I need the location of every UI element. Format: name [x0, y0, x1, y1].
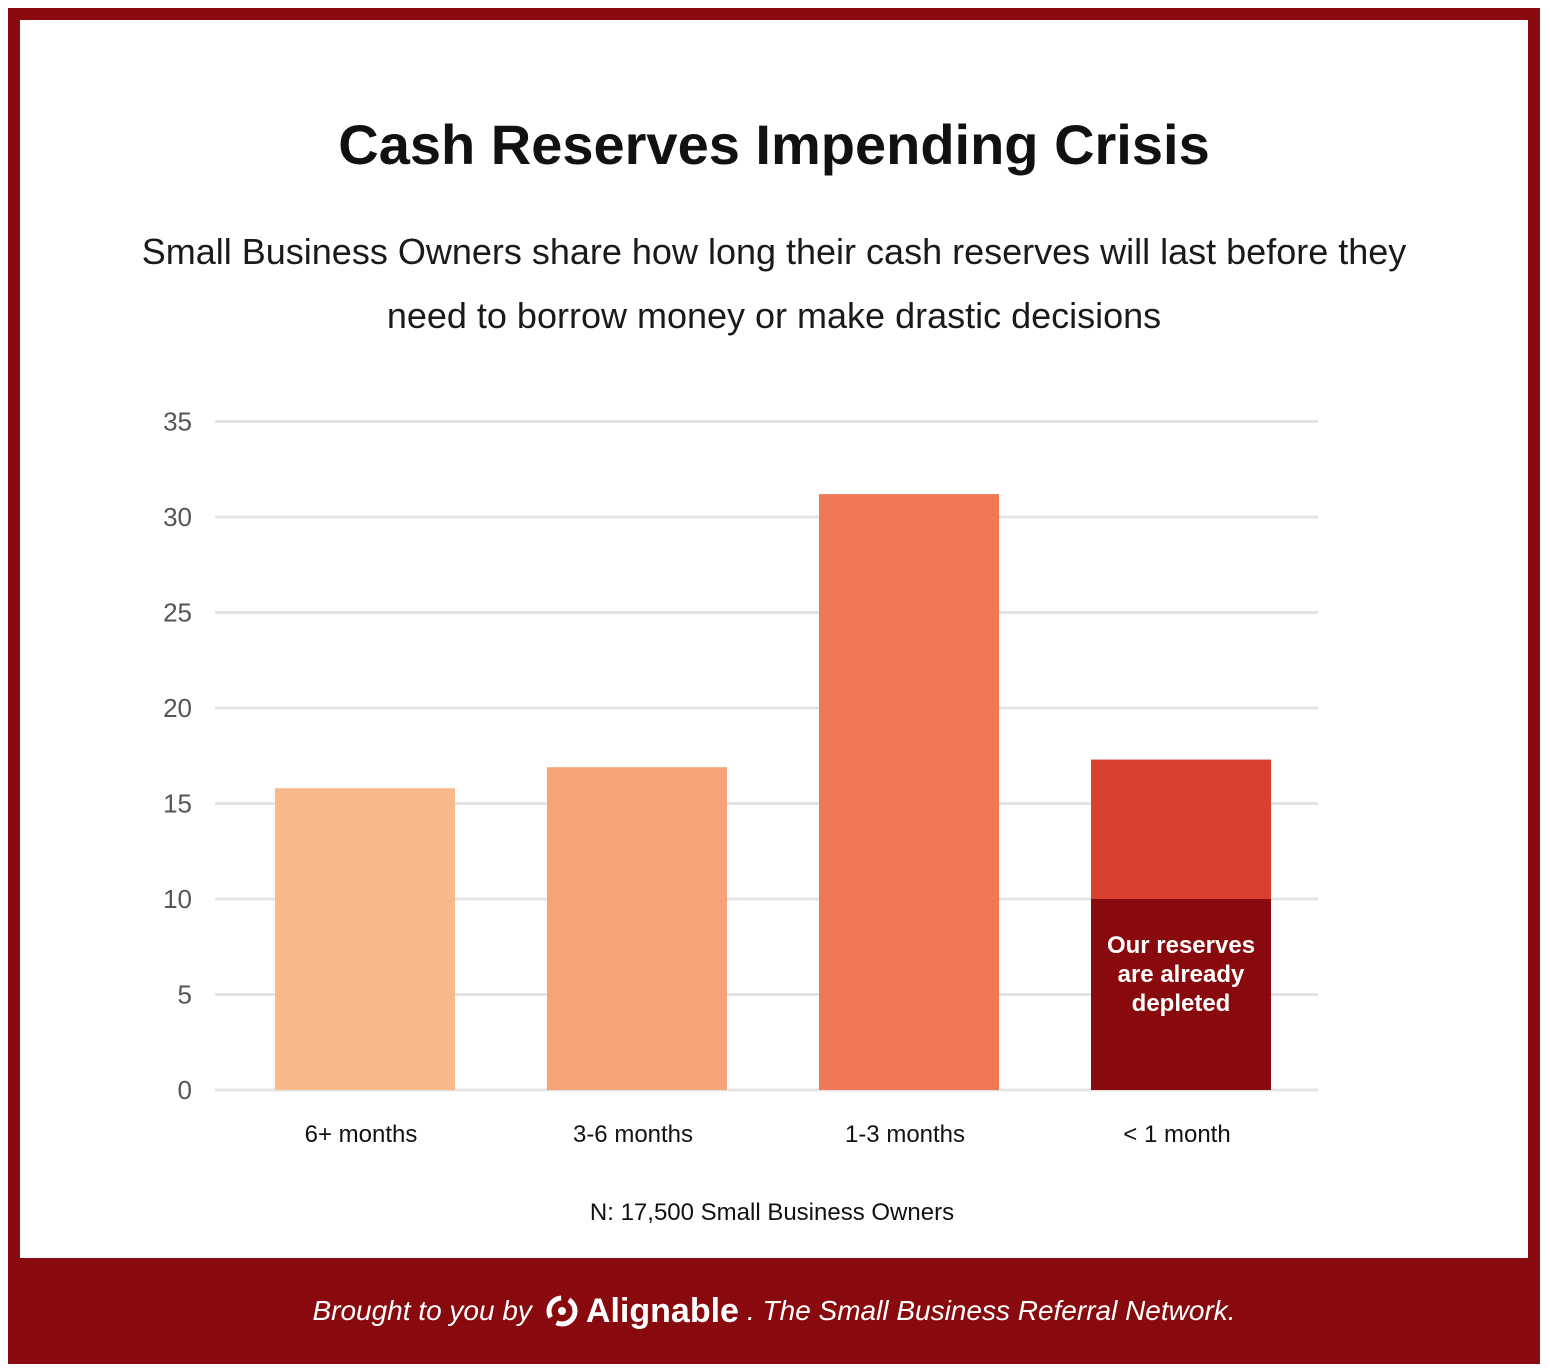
y-tick-label: 0 [178, 1075, 192, 1105]
y-tick-label: 20 [163, 693, 192, 723]
chart-frame: Cash Reserves Impending Crisis Small Bus… [8, 8, 1540, 1364]
brand-name: Alignable [585, 1291, 739, 1330]
alignable-logo-icon [546, 1295, 578, 1327]
footer-prefix: Brought to you by [312, 1295, 532, 1326]
stack-segment [1091, 899, 1271, 1090]
x-tick-label: 6+ months [305, 1121, 418, 1148]
x-tick-label: < 1 month [1123, 1121, 1230, 1148]
x-tick-label: 1-3 months [845, 1121, 965, 1148]
bar-3-6-months [547, 767, 727, 1090]
y-tick-label: 15 [163, 789, 192, 819]
bar-chart: 0 5 10 15 20 25 30 35 1-2 weeks2-4 weeksOur res… [163, 407, 1318, 1226]
y-tick-label: 35 [163, 407, 192, 437]
footer-banner: Brought to you by Alignable . The Small … [20, 1258, 1528, 1364]
bar-6-months [275, 788, 455, 1090]
chart-title: Cash Reserves Impending Crisis [338, 113, 1210, 176]
y-tick-label: 30 [163, 502, 192, 532]
x-axis-ticks: 6+ months 3-6 months 1-3 months < 1 month [305, 1121, 1231, 1148]
sample-size-note: N: 17,500 Small Business Owners [590, 1199, 954, 1226]
segment-label: Our reserves are already depleted [1107, 932, 1255, 1017]
y-axis-ticks: 0 5 10 15 20 25 30 35 [163, 407, 192, 1106]
y-tick-label: 10 [163, 884, 192, 914]
x-tick-label: 3-6 months [573, 1121, 693, 1148]
footer-suffix: . The Small Business Referral Network. [746, 1295, 1236, 1326]
bar-1-3-months [819, 494, 999, 1091]
alignable-logo: Alignable [546, 1292, 739, 1331]
y-tick-label: 25 [163, 598, 192, 628]
chart-subtitle: Small Business Owners share how long the… [141, 231, 1407, 336]
y-tick-label: 5 [178, 980, 192, 1010]
